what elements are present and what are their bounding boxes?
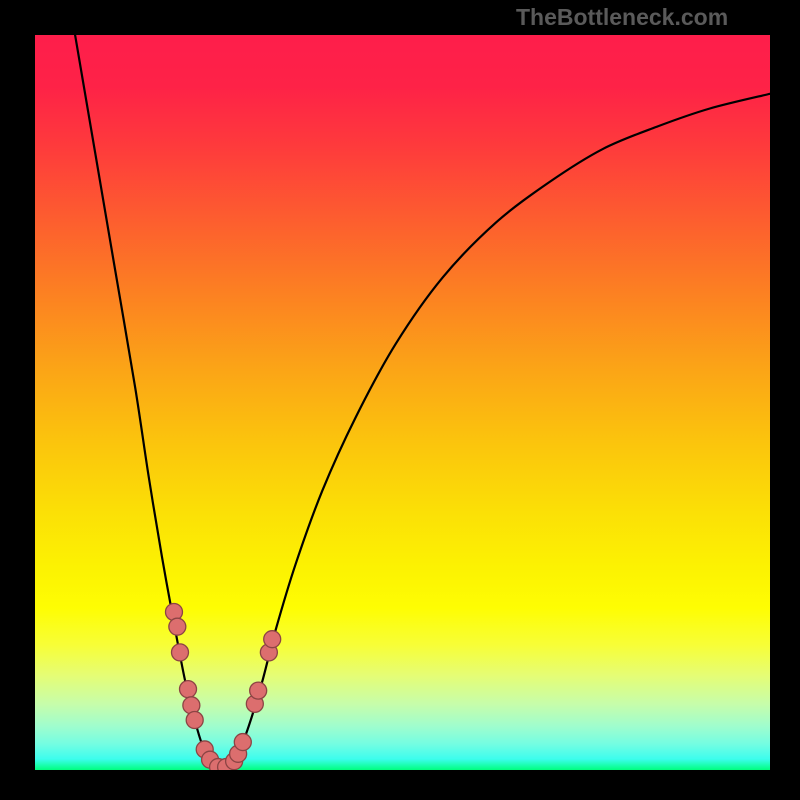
data-marker bbox=[186, 712, 203, 729]
data-marker bbox=[169, 618, 186, 635]
data-marker bbox=[250, 682, 267, 699]
watermark-text: TheBottleneck.com bbox=[516, 4, 728, 31]
data-marker bbox=[171, 644, 188, 661]
gradient-background bbox=[35, 35, 770, 770]
data-marker bbox=[234, 734, 251, 751]
chart-root: TheBottleneck.com bbox=[0, 0, 800, 800]
bottleneck-chart bbox=[0, 0, 800, 800]
data-marker bbox=[264, 631, 281, 648]
data-marker bbox=[180, 681, 197, 698]
